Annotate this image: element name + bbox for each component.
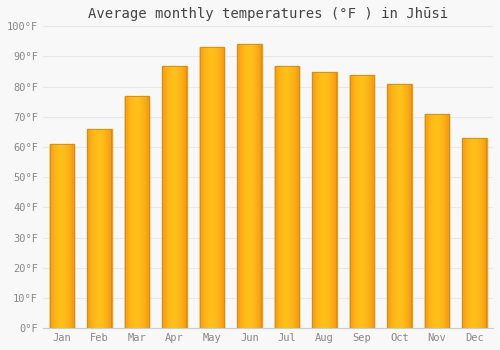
Bar [87, 129, 112, 328]
Bar [50, 144, 74, 328]
Bar [237, 44, 262, 328]
Title: Average monthly temperatures (°F ) in Jhūsi: Average monthly temperatures (°F ) in Jh… [88, 7, 448, 21]
Bar [424, 114, 449, 328]
Bar [200, 47, 224, 328]
Bar [312, 71, 336, 328]
Bar [162, 65, 186, 328]
Bar [350, 75, 374, 328]
Bar [124, 96, 149, 328]
Bar [387, 84, 411, 328]
Bar [462, 138, 486, 328]
Bar [274, 65, 299, 328]
